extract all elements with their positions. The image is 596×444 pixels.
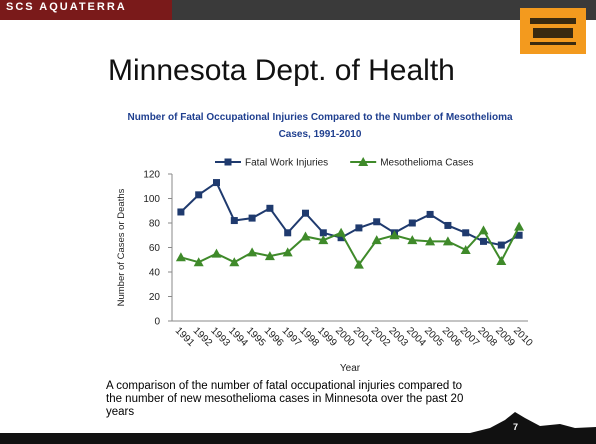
x-tick-label: 2002: [369, 325, 393, 349]
x-tick-label: 1997: [280, 325, 304, 349]
point: [496, 256, 506, 265]
x-tick-label: 2000: [333, 325, 357, 349]
legend-label: Mesothelioma Cases: [380, 158, 473, 169]
chart-title: Number of Fatal Occupational Injuries Co…: [110, 109, 530, 143]
point: [444, 222, 451, 229]
x-tick-label: 1992: [191, 325, 215, 349]
x-tick-label: 1993: [208, 325, 232, 349]
x-tick-label: 1999: [315, 325, 339, 349]
point: [195, 191, 202, 198]
point: [427, 211, 434, 218]
footer-bar: [0, 433, 596, 444]
y-tick-label: 60: [149, 243, 161, 254]
x-tick-label: 1998: [297, 325, 321, 349]
point: [266, 205, 273, 212]
point: [480, 238, 487, 245]
brand: SCS AQUATERRA: [6, 1, 127, 13]
x-tick-label: 2004: [404, 325, 428, 349]
x-tick-label: 2010: [511, 325, 535, 349]
x-tick-label: 1994: [226, 325, 250, 349]
x-tick-label: 2001: [351, 325, 375, 349]
slide: 0 20 40 60 80 100 120 Number of Cases or Deaths…: [0, 0, 596, 444]
y-tick-label: 80: [149, 219, 161, 230]
point: [176, 252, 186, 261]
y-tick-label: 0: [154, 317, 160, 328]
point: [177, 208, 184, 215]
point: [301, 231, 311, 240]
x-tick-label: 2006: [440, 325, 464, 349]
x-tick-label: 2003: [386, 325, 410, 349]
point: [212, 249, 222, 258]
y-tick-label: 120: [143, 170, 160, 181]
x-tick-label: 1996: [262, 325, 286, 349]
point: [409, 220, 416, 227]
x-tick-label: 2009: [493, 325, 517, 349]
caption: A comparison of the number of fatal occu…: [106, 380, 466, 419]
point: [229, 257, 239, 266]
point: [247, 247, 257, 256]
point: [213, 179, 220, 186]
point: [514, 222, 524, 231]
point: [479, 225, 489, 234]
y-tick-label: 40: [149, 268, 161, 279]
y-tick-label: 100: [143, 194, 160, 205]
x-axis-label: Year: [340, 363, 361, 374]
point: [355, 224, 362, 231]
x-tick-label: 1995: [244, 325, 268, 349]
point: [462, 229, 469, 236]
slide-title: Minnesota Dept. of Health: [108, 54, 455, 88]
point: [336, 228, 346, 237]
legend-marker: [225, 159, 232, 166]
x-tick-label: 2005: [422, 325, 446, 349]
x-tick-label: 1991: [173, 325, 197, 349]
point: [498, 242, 505, 249]
legend-label: Fatal Work Injuries: [245, 158, 328, 169]
footer-mountain: [470, 412, 596, 433]
point: [302, 210, 309, 217]
point: [373, 218, 380, 225]
point: [284, 229, 291, 236]
y-tick-label: 20: [149, 292, 161, 303]
x-tick-label: 2007: [458, 325, 482, 349]
page-number: 7: [513, 422, 518, 432]
point: [231, 217, 238, 224]
y-axis-label: Number of Cases or Deaths: [116, 188, 127, 306]
point: [249, 215, 256, 222]
x-tick-label: 2008: [475, 325, 499, 349]
